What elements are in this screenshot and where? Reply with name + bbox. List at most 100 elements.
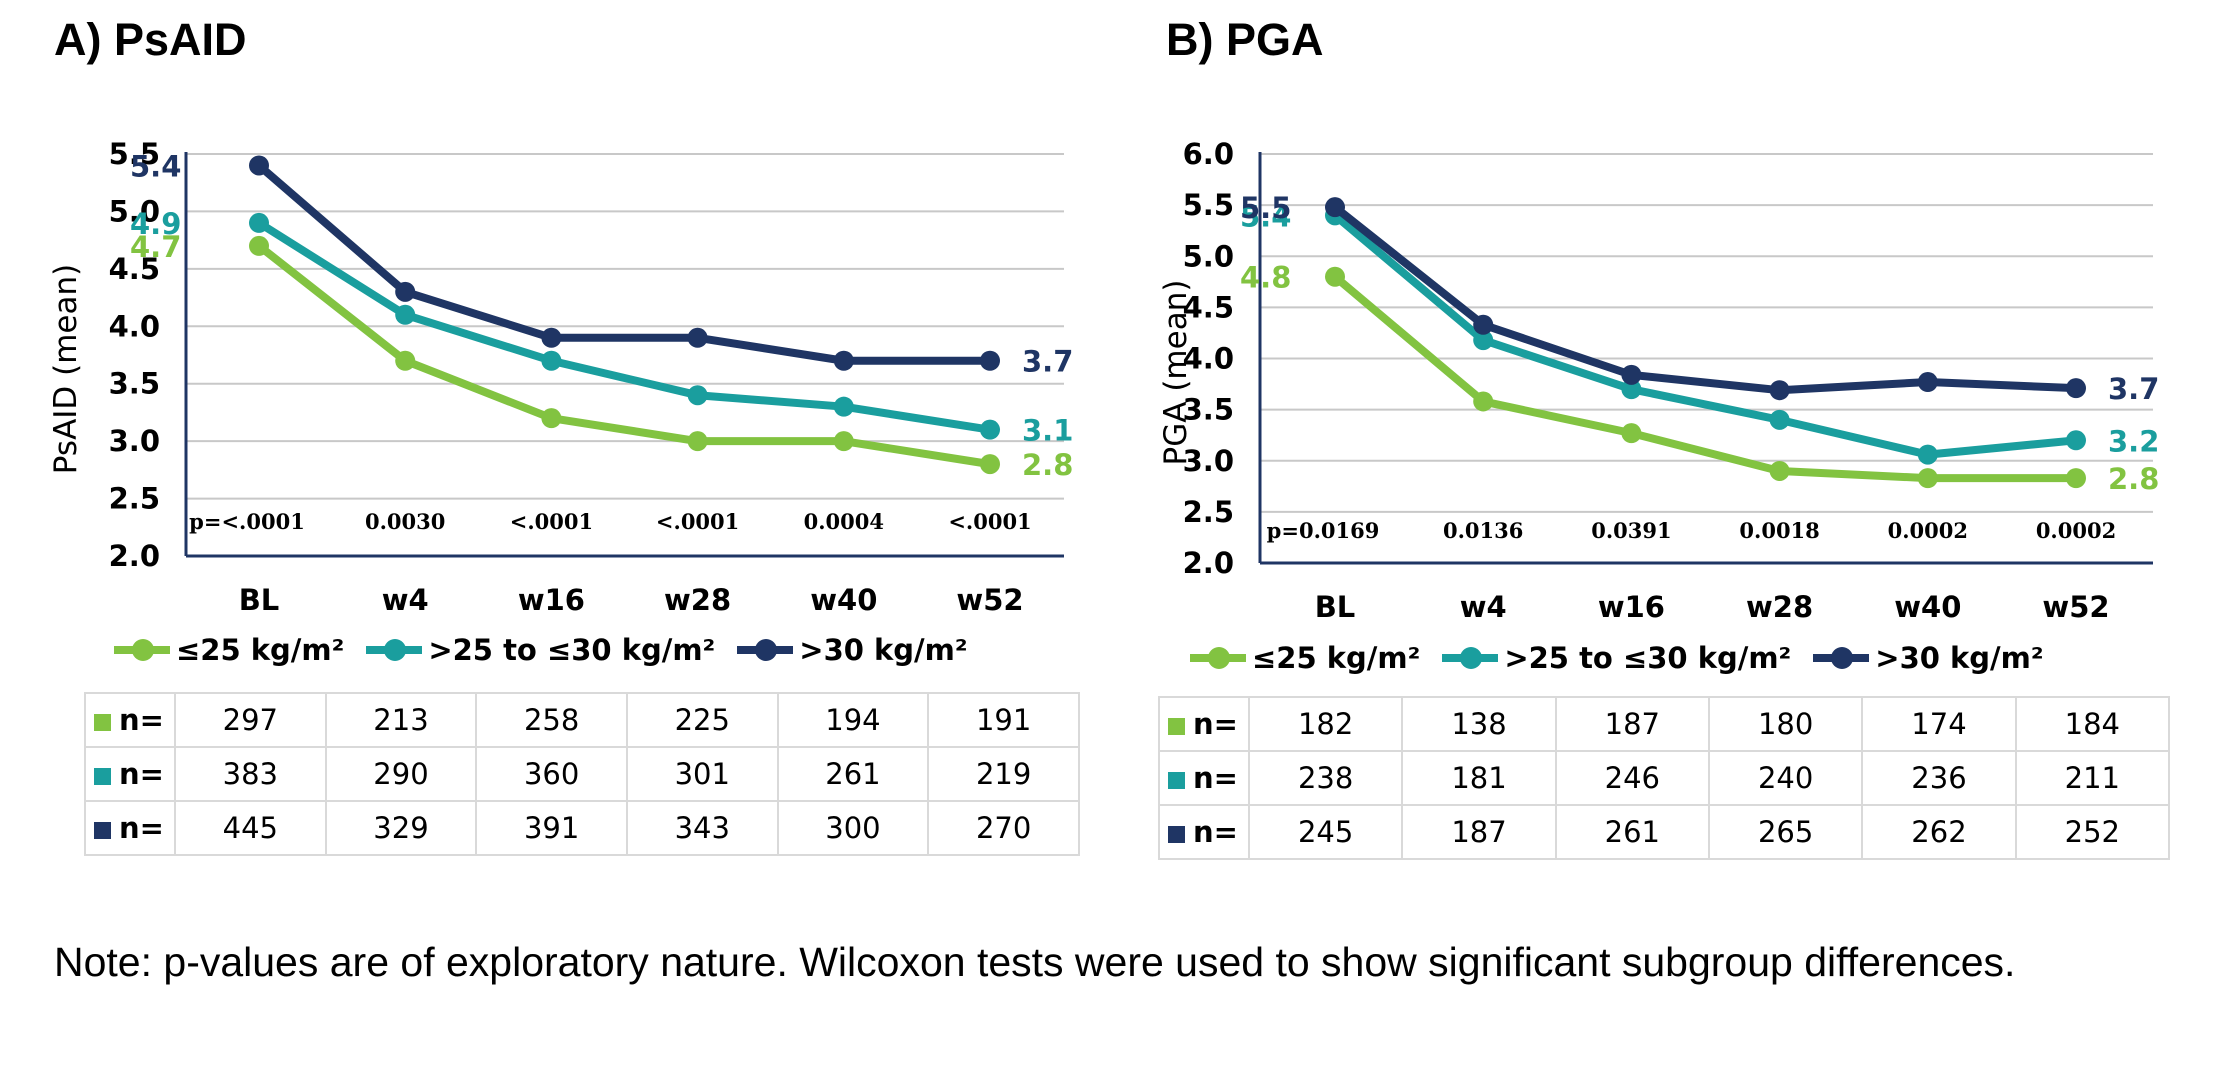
data-point	[541, 350, 562, 371]
x-tick-label: w4	[1460, 590, 1507, 624]
n-label: n=	[119, 757, 164, 791]
y-tick-label: 2.5	[1183, 495, 1234, 529]
data-point	[249, 155, 269, 176]
table-cell: 258	[475, 692, 628, 748]
y-tick-label: 3.5	[1183, 393, 1234, 427]
p-value-label: p=0.0169	[1267, 518, 1380, 543]
x-tick-label: w52	[956, 583, 1023, 617]
data-point	[395, 281, 416, 302]
data-point	[980, 350, 1000, 371]
y-tick-label: 4.5	[1183, 290, 1234, 324]
row-header: n=	[1158, 696, 1250, 752]
table-cell: 236	[1861, 750, 2017, 806]
y-tick-label: 2.5	[109, 482, 160, 516]
start-value-label: 4.8	[1240, 261, 1291, 295]
table-cell: 225	[625, 692, 779, 748]
x-tick-label: w16	[1598, 590, 1665, 624]
data-point	[2066, 430, 2086, 451]
p-value-label: 0.0002	[2036, 518, 2116, 543]
panel-a-title: A) PsAID	[54, 14, 247, 65]
data-point	[980, 454, 1000, 475]
data-point	[395, 350, 416, 371]
legend-label: >30 kg/m²	[799, 633, 968, 667]
x-tick-label: w28	[1746, 590, 1813, 624]
x-tick-label: w16	[518, 583, 585, 617]
y-tick-label: 3.5	[109, 367, 160, 401]
table-cell: 187	[1401, 804, 1557, 860]
legend-marker-icon	[1813, 647, 1870, 669]
p-value-label: 0.0030	[365, 509, 445, 534]
table-cell: 187	[1554, 696, 1710, 752]
table-row: n= 297 213 258 225 194 191	[84, 692, 1080, 748]
start-value-label: 4.7	[130, 230, 181, 264]
y-tick-label: 2.0	[109, 539, 160, 573]
color-swatch-icon	[1168, 825, 1185, 843]
y-tick-label: 4.5	[109, 252, 160, 286]
p-value-label: p=<.0001	[189, 509, 305, 534]
n-table-a: n= 297 213 258 225 194 191 n= 383 290 360 301 261 219…	[84, 692, 1080, 856]
table-cell: 301	[625, 746, 779, 802]
table-cell: 194	[776, 692, 930, 748]
color-swatch-icon	[1168, 771, 1185, 789]
table-cell: 252	[2014, 804, 2171, 860]
series-line	[1332, 273, 2076, 483]
data-point	[833, 350, 854, 371]
legend-label: >30 kg/m²	[1875, 641, 2044, 675]
p-value-label: <.0001	[510, 509, 593, 534]
legend-item: >25 to ≤30 kg/m²	[366, 633, 715, 667]
table-cell: 261	[1554, 804, 1710, 860]
data-point	[1769, 409, 1790, 430]
table-cell: 138	[1401, 696, 1557, 752]
data-point	[2066, 378, 2086, 399]
table-cell: 238	[1247, 750, 1404, 806]
table-cell: 343	[625, 800, 779, 856]
row-header: n=	[1158, 750, 1250, 806]
legend-marker-icon	[737, 639, 794, 661]
data-point	[1473, 330, 1494, 351]
table-cell: 246	[1554, 750, 1710, 806]
table-cell: 240	[1707, 750, 1864, 806]
data-point	[1325, 197, 1345, 218]
y-tick-label: 5.5	[1183, 188, 1234, 222]
data-point	[1621, 379, 1642, 400]
table-cell: 360	[475, 746, 628, 802]
table-cell: 219	[927, 746, 1080, 802]
legend-marker-icon	[366, 639, 423, 661]
data-point	[1621, 364, 1642, 385]
data-point	[1917, 468, 1938, 489]
data-point	[687, 327, 708, 348]
n-label: n=	[1193, 761, 1238, 795]
table-cell: 445	[174, 800, 327, 856]
data-point	[833, 431, 854, 452]
data-point	[2066, 468, 2086, 489]
y-tick-label: 2.0	[1183, 546, 1234, 580]
row-header: n=	[84, 746, 176, 802]
row-header: n=	[1158, 804, 1250, 860]
table-cell: 213	[324, 692, 478, 748]
y-tick-label: 6.0	[1183, 137, 1234, 171]
data-point	[1621, 423, 1642, 444]
legend-item: >30 kg/m²	[737, 633, 968, 667]
x-tick-label: w40	[810, 583, 877, 617]
legend-label: ≤25 kg/m²	[1252, 641, 1421, 675]
data-point	[249, 212, 269, 233]
series-line	[1332, 204, 2077, 395]
table-cell: 383	[174, 746, 327, 802]
table-cell: 290	[324, 746, 478, 802]
x-tick-label: w52	[2042, 590, 2109, 624]
end-value-label: 3.7	[1022, 345, 1073, 379]
y-tick-label: 5.0	[109, 194, 160, 228]
y-axis-label: PGA (mean)	[1158, 280, 1194, 466]
y-tick-label: 4.0	[109, 309, 160, 343]
x-tick-label: w40	[1894, 590, 1961, 624]
legend-label: >25 to ≤30 kg/m²	[428, 633, 716, 667]
data-point	[687, 431, 708, 452]
table-row: n= 182 138 187 180 174 184	[1158, 696, 2171, 752]
end-value-label: 3.2	[2108, 424, 2159, 458]
data-point	[1473, 391, 1494, 412]
y-axis-label: PsAID (mean)	[48, 264, 84, 474]
legend-item: ≤25 kg/m²	[114, 633, 344, 667]
series-line	[1332, 212, 2077, 459]
table-cell: 297	[174, 692, 327, 748]
